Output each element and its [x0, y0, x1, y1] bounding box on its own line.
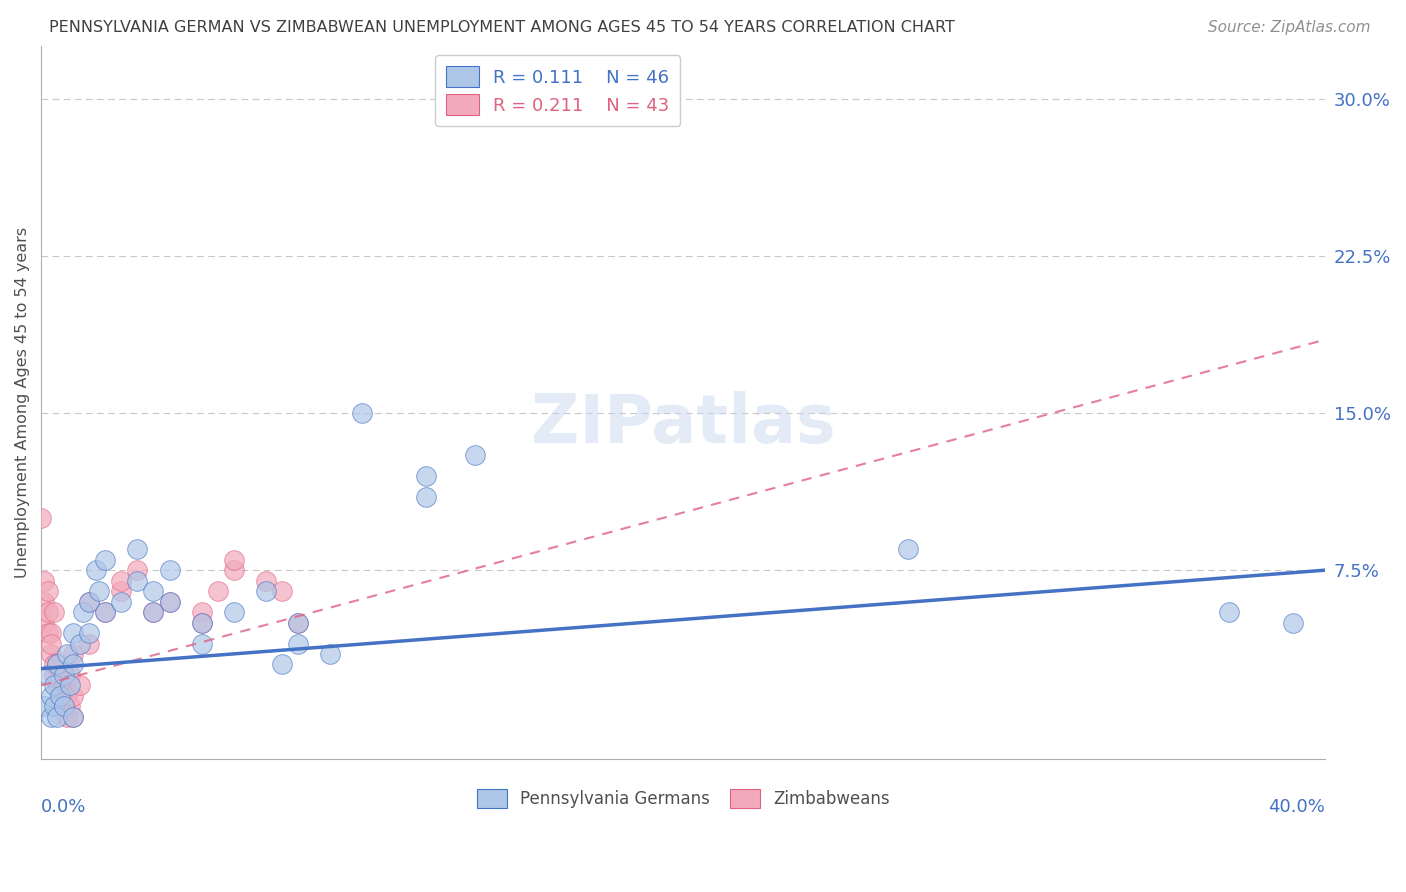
Point [352, 406, 374, 420]
Point [94, 605, 117, 619]
Point [46, 657, 69, 672]
Point [49, 689, 72, 703]
Point [69, 636, 91, 650]
Point [30, 510, 52, 524]
Text: PENNSYLVANIA GERMAN VS ZIMBABWEAN UNEMPLOYMENT AMONG AGES 45 TO 54 YEARS CORRELA: PENNSYLVANIA GERMAN VS ZIMBABWEAN UNEMPL… [49, 20, 955, 35]
Point [42, 668, 65, 682]
Point [52, 699, 75, 714]
Point [110, 594, 132, 608]
Point [222, 552, 245, 566]
Point [159, 594, 181, 608]
Point [39, 626, 62, 640]
Point [42, 699, 65, 714]
Point [127, 574, 149, 588]
Point [207, 584, 229, 599]
Point [42, 657, 65, 672]
Point [39, 636, 62, 650]
Point [127, 542, 149, 557]
Point [62, 657, 84, 672]
Point [287, 636, 309, 650]
Point [415, 490, 437, 504]
Text: 40.0%: 40.0% [1268, 798, 1326, 816]
Point [39, 647, 62, 661]
Point [62, 710, 84, 724]
Point [110, 584, 132, 599]
Y-axis label: Unemployment Among Ages 45 to 54 years: Unemployment Among Ages 45 to 54 years [15, 227, 30, 578]
Point [52, 668, 75, 682]
Legend: Pennsylvania Germans, Zimbabweans: Pennsylvania Germans, Zimbabweans [470, 782, 897, 814]
Point [46, 678, 69, 692]
Point [142, 605, 165, 619]
Point [46, 710, 69, 724]
Point [1282, 615, 1305, 630]
Point [59, 678, 82, 692]
Point [94, 605, 117, 619]
Point [287, 615, 309, 630]
Point [56, 710, 79, 724]
Point [52, 699, 75, 714]
Point [59, 668, 82, 682]
Point [190, 605, 212, 619]
Point [415, 468, 437, 483]
Point [42, 605, 65, 619]
Point [287, 615, 309, 630]
Point [84, 563, 107, 577]
Point [77, 626, 100, 640]
Point [77, 594, 100, 608]
Point [77, 636, 100, 650]
Text: 0.0%: 0.0% [41, 798, 87, 816]
Point [52, 678, 75, 692]
Text: ZIPatlas: ZIPatlas [531, 391, 835, 457]
Point [127, 563, 149, 577]
Point [190, 615, 212, 630]
Point [159, 563, 181, 577]
Point [77, 594, 100, 608]
Point [190, 636, 212, 650]
Point [463, 448, 485, 462]
Point [254, 574, 277, 588]
Point [110, 574, 132, 588]
Point [69, 678, 91, 692]
Point [270, 657, 292, 672]
Point [319, 647, 342, 661]
Point [37, 626, 59, 640]
Point [222, 605, 245, 619]
Point [1218, 605, 1240, 619]
Point [59, 699, 82, 714]
Point [62, 647, 84, 661]
Point [159, 594, 181, 608]
Point [34, 574, 56, 588]
Point [190, 615, 212, 630]
Point [62, 626, 84, 640]
Point [37, 605, 59, 619]
Point [37, 668, 59, 682]
Point [39, 710, 62, 724]
Point [142, 584, 165, 599]
Point [42, 678, 65, 692]
Point [49, 689, 72, 703]
Point [37, 584, 59, 599]
Point [46, 657, 69, 672]
Point [56, 689, 79, 703]
Point [270, 584, 292, 599]
Point [39, 689, 62, 703]
Point [34, 615, 56, 630]
Point [34, 699, 56, 714]
Point [56, 647, 79, 661]
Point [49, 668, 72, 682]
Point [254, 584, 277, 599]
Point [222, 563, 245, 577]
Point [34, 594, 56, 608]
Point [62, 710, 84, 724]
Point [897, 542, 920, 557]
Text: Source: ZipAtlas.com: Source: ZipAtlas.com [1208, 20, 1371, 35]
Point [142, 605, 165, 619]
Point [62, 689, 84, 703]
Point [87, 584, 110, 599]
Point [72, 605, 94, 619]
Point [94, 552, 117, 566]
